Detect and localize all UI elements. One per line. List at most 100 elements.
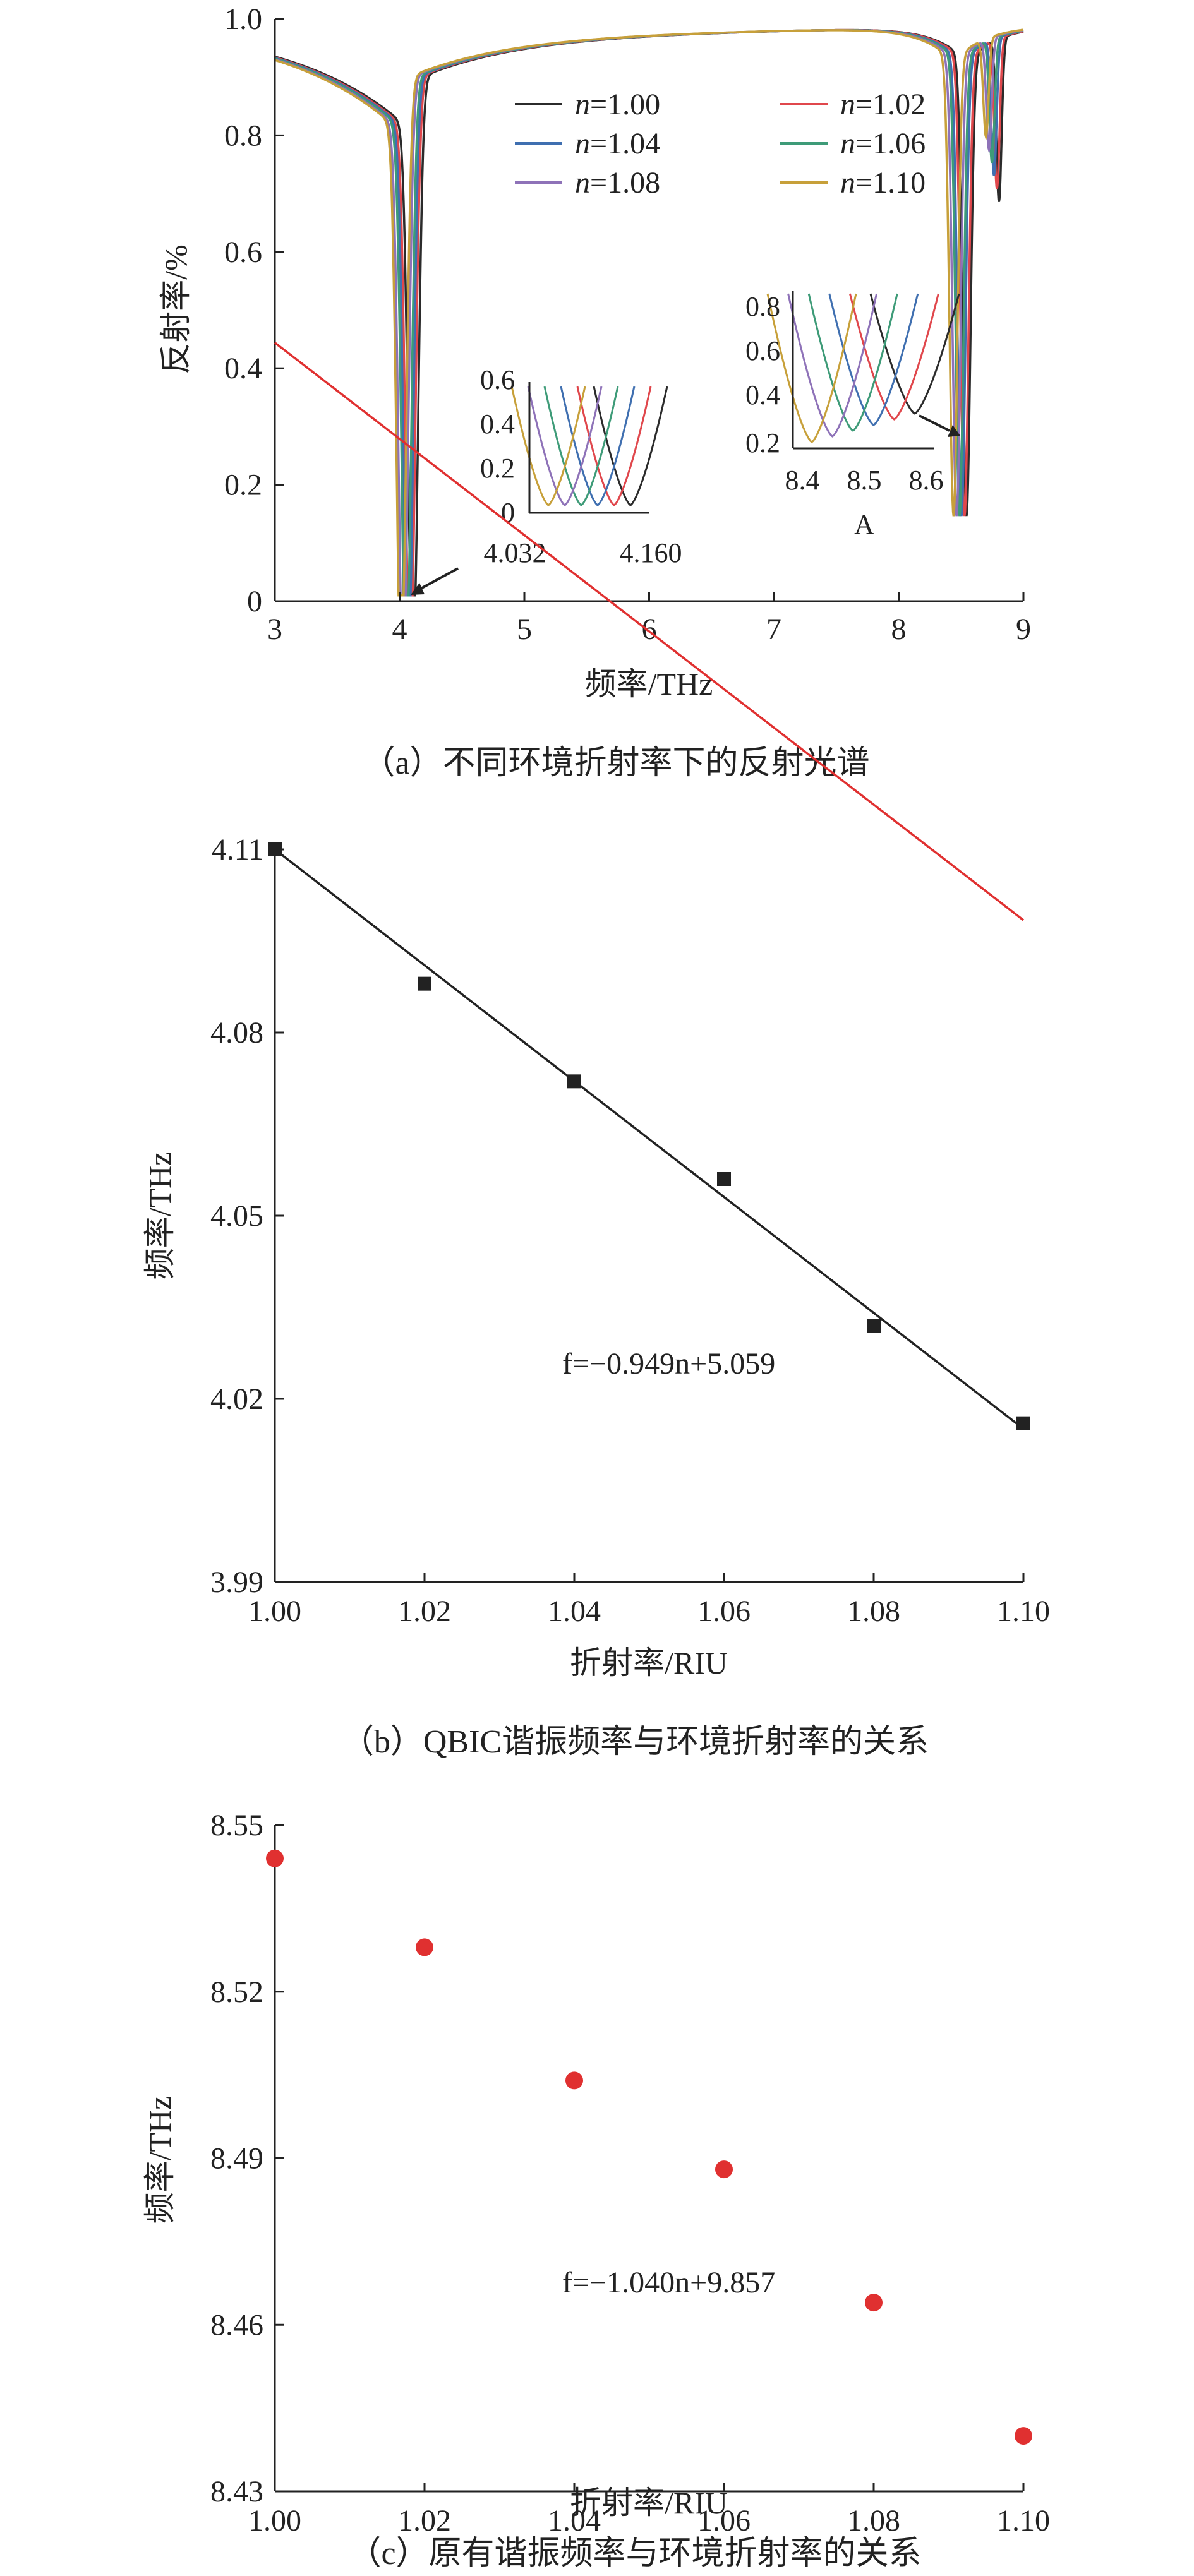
legend-label: n=1.02 — [840, 88, 926, 121]
caption-b: （b）QBIC谐振频率与环境折射率的关系 — [341, 1724, 929, 1760]
data-point — [867, 1319, 881, 1333]
x-tick-label: 1.02 — [398, 2504, 451, 2537]
x-tick-label: 1.10 — [997, 1595, 1050, 1628]
y-tick-label: 0.4 — [224, 352, 262, 385]
x-tick-label: 5 — [517, 613, 532, 646]
x-axis-label: 折射率/RIU — [570, 2485, 728, 2520]
inset-curve — [527, 386, 603, 506]
fit-equation: f=−1.040n+9.857 — [562, 2266, 775, 2299]
panel-a-reflection-spectrum: 3 4 5 6 7 8 9 0 0.2 0.4 0.6 0.8 1.0 频率/THz 反射率/% n=… — [158, 3, 1031, 781]
data-point — [865, 2294, 883, 2312]
y-tick-label: 4.08 — [210, 1016, 263, 1050]
fit-line — [274, 848, 1025, 1430]
inset-curve — [848, 293, 939, 421]
data-point — [715, 2160, 733, 2179]
inset-curve — [807, 293, 898, 432]
inset-2-xtick-label: 8.5 — [847, 465, 882, 496]
x-tick-label: 7 — [766, 613, 781, 646]
panel-c-original-frequency: 1.00 1.02 1.04 1.06 1.08 1.10 8.438.468.498.5… — [142, 342, 1050, 2572]
inset-1-ytick-label: 0.4 — [480, 409, 515, 440]
data-point — [266, 1849, 284, 1867]
x-tick-label: 1.04 — [548, 1595, 601, 1628]
y-tick-label: 8.55 — [210, 1809, 263, 1842]
y-ticks: 8.43 8.46 8.49 8.52 8.55 — [210, 1809, 284, 2508]
data-point — [1016, 1416, 1030, 1430]
y-tick-label: 0.2 — [224, 469, 262, 502]
inset-curve — [869, 293, 960, 415]
inset-2-ytick-label: 0.8 — [745, 291, 780, 322]
y-tick-label: 3.99 — [210, 1566, 263, 1599]
legend-label: n=1.04 — [575, 127, 660, 160]
inset-2-ytick-label: 0.4 — [745, 380, 780, 410]
inset-1-ytick-label: 0.6 — [480, 364, 515, 395]
inset-1-xtick-label: 4.032 — [484, 537, 546, 568]
y-tick-label: 8.46 — [210, 2308, 263, 2342]
inset-dip-2: 0.8 0.6 0.4 0.2 8.4 8.5 8.6 A — [745, 291, 960, 540]
inset-1-curves — [510, 386, 668, 506]
caption-c: （c）原有谐振频率与环境折射率的关系 — [348, 2536, 921, 2572]
legend-label: n=1.06 — [840, 127, 926, 160]
y-tick-label: 0 — [247, 585, 262, 618]
x-tick-label: 1.06 — [697, 2504, 751, 2537]
data-points — [268, 842, 1030, 1430]
data-point — [565, 2071, 583, 2090]
legend-label: n=1.10 — [840, 166, 926, 200]
inset-curve — [543, 386, 619, 506]
inset-2-xtick-label: 8.6 — [909, 465, 944, 496]
inset-curve — [828, 293, 919, 426]
x-axis-label: 折射率/RIU — [570, 1645, 728, 1680]
y-tick-label: 1.0 — [224, 3, 262, 36]
inset-2-curves — [766, 293, 960, 443]
y-axis-label: 反射率/% — [158, 244, 193, 374]
x-ticks: 1.00 1.02 1.04 1.06 1.08 1.10 — [248, 1573, 1050, 1628]
data-point — [1015, 2427, 1032, 2445]
x-tick-label: 1.04 — [548, 2504, 601, 2537]
x-tick-label: 1.08 — [847, 1595, 900, 1628]
y-tick-label: 8.52 — [210, 1975, 263, 2009]
data-point — [268, 842, 282, 856]
data-points — [266, 1849, 1032, 2445]
y-tick-label: 8.49 — [210, 2142, 263, 2176]
fit-line — [274, 342, 1025, 921]
inset-2-label: A — [854, 509, 874, 540]
y-tick-label: 0.8 — [224, 119, 262, 152]
fit-line-segment — [274, 342, 1025, 921]
x-tick-label: 9 — [1016, 613, 1031, 646]
caption-a: （a）不同环境折射率下的反射光谱 — [362, 745, 869, 781]
x-tick-label: 1.10 — [997, 2504, 1050, 2537]
y-tick-label: 4.05 — [210, 1199, 263, 1233]
data-point — [418, 976, 431, 991]
data-point — [717, 1172, 731, 1186]
arrow-to-dip-2 — [919, 414, 960, 437]
y-tick-label: 8.43 — [210, 2475, 263, 2508]
inset-curve — [787, 293, 878, 438]
y-tick-label: 4.11 — [212, 833, 263, 866]
inset-1-ytick-label: 0.2 — [480, 453, 515, 484]
x-axis-label: 频率/THz — [585, 666, 713, 702]
x-tick-label: 8 — [891, 613, 907, 646]
y-ticks: 3.99 4.02 4.05 4.08 4.11 — [210, 833, 284, 1599]
x-tick-label: 3 — [267, 613, 282, 646]
x-tick-label: 6 — [642, 613, 657, 646]
inset-curve — [510, 386, 586, 506]
legend-label: n=1.08 — [575, 166, 660, 200]
legend: n=1.00 n=1.02 n=1.04 n=1.06 n=1.08 n=1.10 — [515, 88, 926, 200]
fit-equation: f=−0.949n+5.059 — [562, 1347, 775, 1381]
arrow-to-dip-1 — [411, 567, 459, 595]
inset-2-xtick-label: 8.4 — [785, 465, 820, 496]
y-ticks: 0 0.2 0.4 0.6 0.8 1.0 — [224, 3, 284, 618]
x-ticks: 3 4 5 6 7 8 9 — [267, 592, 1031, 646]
inset-1-xtick-label: 4.160 — [620, 537, 682, 568]
inset-2-ytick-label: 0.2 — [745, 428, 780, 458]
legend-label: n=1.00 — [575, 88, 660, 121]
x-tick-label: 1.00 — [248, 2504, 301, 2537]
x-tick-label: 1.08 — [847, 2504, 900, 2537]
x-tick-label: 1.06 — [697, 1595, 751, 1628]
data-point — [416, 1938, 433, 1956]
x-tick-label: 4 — [392, 613, 407, 646]
inset-curve — [766, 293, 857, 443]
data-point — [567, 1074, 581, 1089]
inset-2-ytick-label: 0.6 — [745, 335, 780, 366]
x-tick-label: 1.02 — [398, 1595, 451, 1628]
